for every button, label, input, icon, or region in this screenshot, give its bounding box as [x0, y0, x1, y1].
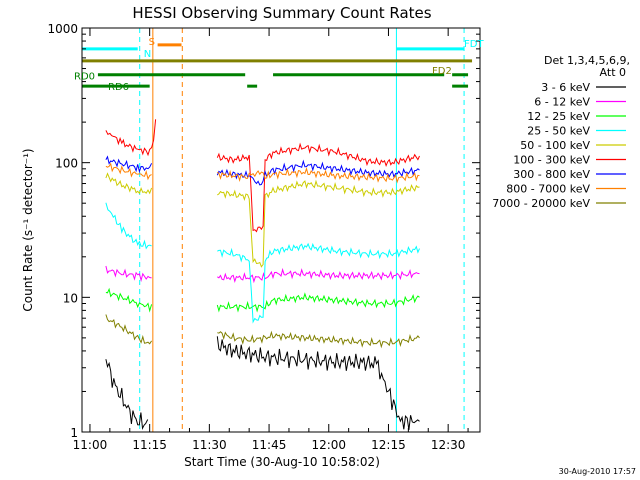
series-4	[105, 172, 420, 268]
x-tick-label: 11:45	[252, 438, 287, 452]
legend-header-line-2: Att 0	[600, 66, 626, 79]
legend-entry-label: 12 - 25 keV	[527, 110, 590, 123]
series-line	[105, 155, 420, 186]
x-tick-label: 11:00	[73, 438, 108, 452]
status-bar-label-s: S	[149, 37, 155, 48]
series-8	[105, 314, 420, 349]
series-3	[105, 202, 420, 324]
y-tick-label: 1000	[47, 22, 78, 36]
x-axis-label: Start Time (30-Aug-10 10:58:02)	[184, 455, 380, 469]
status-bar-label-rd0: RD0	[74, 72, 95, 83]
legend-entry-label: 3 - 6 keV	[541, 81, 590, 94]
series-line	[105, 202, 420, 324]
series-line	[105, 336, 420, 431]
x-tick-label: 12:30	[431, 438, 466, 452]
legend-entry-label: 300 - 800 keV	[513, 168, 590, 181]
series-5	[105, 119, 420, 233]
series-7	[105, 162, 420, 184]
y-tick-label: 100	[55, 157, 78, 171]
series-6	[105, 155, 420, 186]
x-tick-label: 11:30	[192, 438, 227, 452]
x-tick-label: 12:15	[371, 438, 406, 452]
timestamp: 30-Aug-2010 17:57	[559, 467, 636, 476]
x-axis: 11:00 11:15 11:30 11:45 12:00 12:15 12:30	[73, 28, 469, 452]
series-2	[105, 287, 420, 313]
legend-header-line-1: Det 1,3,4,5,6,9,	[544, 54, 630, 67]
plot-frame	[81, 27, 481, 433]
series-line	[105, 314, 420, 349]
y-axis: 1 10 100 1000	[47, 22, 480, 440]
y-axis-label: Count Rate (s⁻¹ detector⁻¹)	[21, 148, 35, 311]
series-line	[105, 172, 420, 268]
x-tick-label: 12:00	[311, 438, 346, 452]
series-line	[105, 119, 420, 233]
legend-entry-label: 50 - 100 keV	[520, 139, 590, 152]
legend-entry-label: 800 - 7000 keV	[506, 183, 590, 196]
series-0	[105, 336, 420, 431]
status-bar-label-fd2: FD2	[432, 66, 452, 77]
legend: Det 1,3,4,5,6,9, Att 0 3 - 6 keV 6 - 12 k…	[492, 54, 630, 210]
series-line	[105, 162, 420, 184]
plot-area	[82, 28, 473, 432]
chart-title: HESSI Observing Summary Count Rates	[132, 4, 431, 22]
x-tick-label: 11:15	[132, 438, 167, 452]
series-1	[105, 265, 420, 284]
n-marker-label: N	[144, 49, 151, 60]
series-line	[105, 265, 420, 284]
status-bar-label-fdt: FDT	[464, 39, 484, 50]
status-bar-label-rd6: RD6	[108, 82, 129, 93]
legend-entry-label: 7000 - 20000 keV	[492, 197, 590, 210]
y-tick-label: 10	[63, 291, 78, 305]
legend-entry-label: 100 - 300 keV	[513, 154, 590, 167]
legend-entry-label: 6 - 12 keV	[534, 96, 590, 109]
series-line	[105, 287, 420, 313]
y-tick-label: 1	[70, 426, 78, 440]
legend-entry-label: 25 - 50 keV	[527, 125, 590, 138]
